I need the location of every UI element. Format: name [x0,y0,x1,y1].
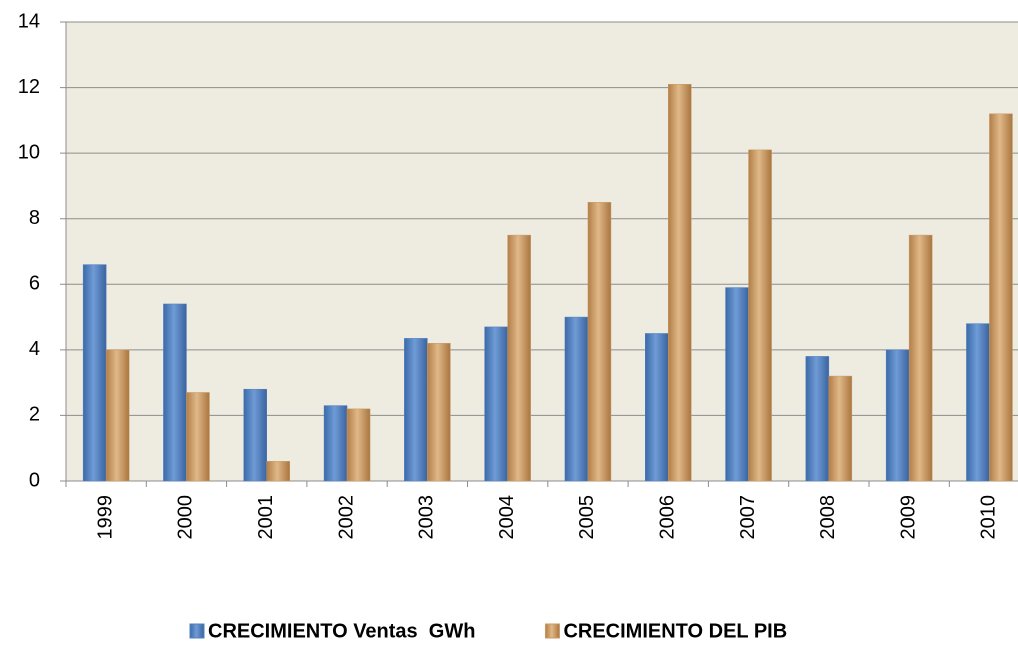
y-tick-label: 14 [18,10,40,32]
x-tick-label: 2001 [255,495,277,540]
bar [966,323,990,482]
bar [186,392,210,482]
bar [243,388,267,482]
bar [908,234,933,482]
bar [564,316,589,482]
x-tick-label: 2003 [416,495,438,540]
bar [163,303,187,482]
x-tick-label: 2007 [737,495,759,540]
y-tick-label: 10 [18,141,40,163]
bar [105,349,130,482]
y-tick-label: 8 [29,207,40,229]
legend-swatch [544,623,560,639]
bar [323,405,348,482]
bar [507,234,531,482]
bar [725,287,749,482]
y-tick-label: 6 [29,273,40,295]
legend-label: CRECIMIENTO Ventas GWh [208,620,475,642]
bar [668,84,692,482]
plot-area [66,22,1018,481]
x-tick-label: 2005 [576,495,598,540]
x-tick-label: 1999 [94,495,116,540]
x-tick-label: 2004 [496,495,518,540]
legend-label: CRECIMIENTO DEL PIB [563,620,787,642]
x-tick-label: 2010 [978,495,1000,540]
y-tick-label: 0 [29,469,40,491]
bar [266,461,290,482]
bar [427,343,451,482]
bar [404,338,428,482]
x-tick-label: 2000 [175,495,197,540]
bar [346,408,371,482]
y-tick-label: 4 [29,338,40,360]
bar [82,264,107,482]
bar [805,356,830,482]
bar [885,349,910,482]
y-tick-label: 12 [18,76,40,98]
bar [828,375,853,482]
x-tick-label: 2002 [335,495,357,540]
bar [587,202,612,482]
bar [645,333,669,482]
bar [989,113,1013,482]
legend-swatch [189,623,205,639]
bar [484,326,508,482]
x-tick-label: 2008 [817,495,839,540]
y-tick-label: 2 [29,404,40,426]
x-tick-label: 2009 [897,495,919,540]
x-tick-label: 2006 [657,495,679,540]
bar [748,149,772,482]
